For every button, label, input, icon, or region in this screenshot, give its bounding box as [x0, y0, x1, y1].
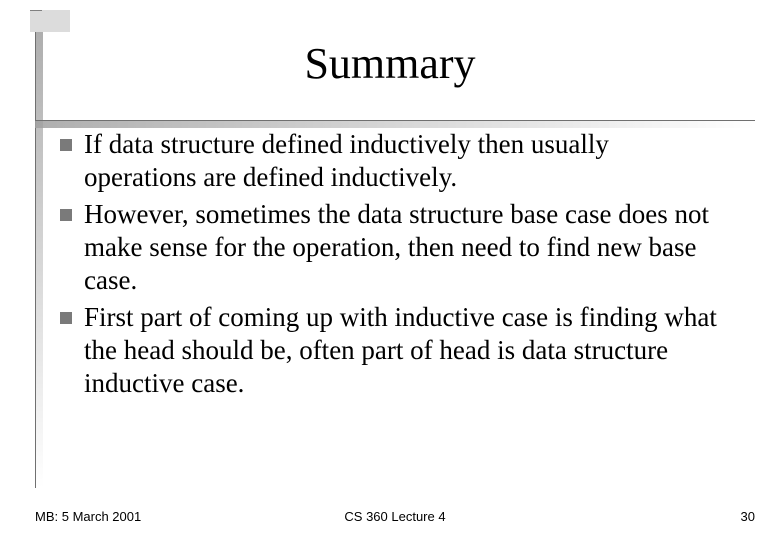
- list-item: However, sometimes the data structure ba…: [60, 198, 725, 297]
- slide-title: Summary: [0, 38, 780, 89]
- divider-line: [35, 120, 755, 121]
- left-rail-decoration: [35, 32, 43, 488]
- footer-center: CS 360 Lecture 4: [35, 509, 755, 524]
- list-item: First part of coming up with inductive c…: [60, 301, 725, 400]
- title-divider: [35, 108, 755, 128]
- bullet-icon: [60, 209, 72, 221]
- slide: Summary If data structure defined induct…: [0, 0, 780, 540]
- bullet-icon: [60, 139, 72, 151]
- bullet-icon: [60, 312, 72, 324]
- corner-decoration: [30, 10, 70, 32]
- slide-footer: MB: 5 March 2001 CS 360 Lecture 4 30: [35, 509, 755, 524]
- bullet-text: If data structure defined inductively th…: [84, 128, 725, 194]
- slide-body: If data structure defined inductively th…: [60, 128, 725, 480]
- bullet-text: First part of coming up with inductive c…: [84, 301, 725, 400]
- divider-gradient: [35, 120, 755, 128]
- corner-line: [30, 10, 42, 11]
- bullet-text: However, sometimes the data structure ba…: [84, 198, 725, 297]
- list-item: If data structure defined inductively th…: [60, 128, 725, 194]
